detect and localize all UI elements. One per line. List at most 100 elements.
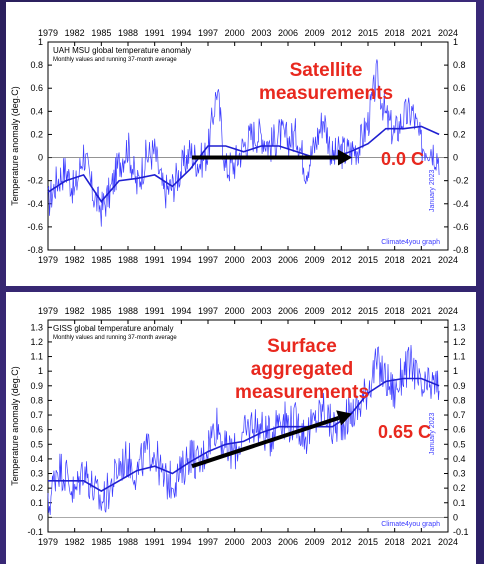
x-tick-label-top: 1982 <box>65 28 85 38</box>
y-tick-label-left: 0.2 <box>30 483 43 493</box>
x-tick-label-top: 2006 <box>278 306 298 316</box>
x-tick-label-top: 1991 <box>145 28 165 38</box>
y-tick-label-left: -0.1 <box>27 527 43 537</box>
x-tick-label-bottom: 1997 <box>198 255 218 265</box>
x-tick-label-top: 2018 <box>385 28 405 38</box>
series-running-mean-line <box>47 125 440 203</box>
series-running-mean-line <box>48 377 440 493</box>
x-tick-label-top: 2024 <box>438 28 458 38</box>
giss-chart-panel: 1979 1979 1982 1982 1985 1985 1988 1988 1991 1991… <box>6 292 476 564</box>
trend-arrow-head <box>338 149 352 166</box>
x-tick-label-bottom: 1979 <box>38 255 58 265</box>
x-tick-label-bottom: 2000 <box>225 255 245 265</box>
plot-frame <box>47 319 449 533</box>
x-tick-label-top: 2012 <box>331 306 351 316</box>
x-tick-label-top: 1991 <box>145 306 165 316</box>
x-tick-label-bottom: 1994 <box>171 537 191 547</box>
plot-frame <box>47 41 449 251</box>
y-tick-label-left: 0.5 <box>30 439 43 449</box>
y-tick-label-right: 0.8 <box>453 395 466 405</box>
x-tick-label-top: 2018 <box>385 306 405 316</box>
x-tick-label-top: 2021 <box>411 28 431 38</box>
x-tick-label-top: 2006 <box>278 28 298 38</box>
x-tick-label-bottom: 2015 <box>358 255 378 265</box>
x-tick-label-top: 1979 <box>38 306 58 316</box>
x-tick-label-top: 1985 <box>91 306 111 316</box>
x-tick-label-top: 2024 <box>438 306 458 316</box>
y-tick-label-right: 0.1 <box>453 498 466 508</box>
y-tick-label-right: 0.6 <box>453 83 466 93</box>
x-tick-label-bottom: 2003 <box>251 255 271 265</box>
y-tick-label-left: 0 <box>38 153 43 163</box>
y-tick-label-left: -0.6 <box>27 222 43 232</box>
y-tick-label-left: 0.6 <box>30 425 43 435</box>
x-tick-label-bottom: 2018 <box>385 255 405 265</box>
y-tick-label-left: 0.9 <box>30 381 43 391</box>
x-tick-label-top: 1988 <box>118 306 138 316</box>
x-tick-label-bottom: 1991 <box>145 255 165 265</box>
x-tick-label-top: 2012 <box>331 28 351 38</box>
x-tick-label-bottom: 1982 <box>65 255 85 265</box>
x-tick-label-top: 2000 <box>225 306 245 316</box>
x-tick-label-bottom: 1985 <box>91 255 111 265</box>
x-tick-label-bottom: 2021 <box>411 255 431 265</box>
trend-arrow-head <box>336 410 352 426</box>
y-tick-label-left: 0.6 <box>30 83 43 93</box>
x-tick-label-bottom: 1979 <box>38 537 58 547</box>
y-tick-label-left: 0.8 <box>30 60 43 70</box>
y-tick-label-left: 0.4 <box>30 454 43 464</box>
y-tick-label-right: 1 <box>453 366 458 376</box>
x-tick-label-top: 1979 <box>38 28 58 38</box>
x-tick-label-bottom: 2000 <box>225 537 245 547</box>
y-tick-label-right: 1 <box>453 37 458 47</box>
y-tick-label-right: 0.2 <box>453 483 466 493</box>
y-axis-label: Temperature anomaly (deg.C) <box>10 366 20 486</box>
x-tick-label-top: 2003 <box>251 306 271 316</box>
annotation-line1: Satellite <box>290 60 363 81</box>
y-tick-label-left: 0.4 <box>30 106 43 116</box>
x-tick-label-bottom: 1985 <box>91 537 111 547</box>
annotation-value: 0.0 C <box>381 149 424 169</box>
chart-title: GISS global temperature anomaly <box>53 324 174 333</box>
y-tick-label-right: 0 <box>453 153 458 163</box>
x-tick-label-top: 2015 <box>358 306 378 316</box>
y-tick-label-left: 0.7 <box>30 410 43 420</box>
x-tick-label-bottom: 2009 <box>305 537 325 547</box>
giss-chart: 1979 1979 1982 1982 1985 1985 1988 1988 1991 1991… <box>10 306 469 547</box>
y-tick-label-left: -0.4 <box>27 199 43 209</box>
x-tick-label-top: 1982 <box>65 306 85 316</box>
y-tick-label-left: 1 <box>38 366 43 376</box>
x-tick-label-bottom: 1988 <box>118 255 138 265</box>
y-tick-label-left: 0.1 <box>30 498 43 508</box>
y-tick-label-left: 0.3 <box>30 469 43 479</box>
date-note: January 2023 <box>429 412 436 455</box>
uah-chart: 1979 1979 1982 1982 1985 1985 1988 1988 1991 1991… <box>10 28 469 265</box>
chart-subtitle: Monthly values and running 37-month aver… <box>53 57 177 63</box>
uah-chart-panel: 1979 1979 1982 1982 1985 1985 1988 1988 1991 1991… <box>6 2 476 286</box>
y-tick-label-left: 0 <box>38 512 43 522</box>
y-tick-label-right: 0.2 <box>453 129 466 139</box>
series-monthly-line <box>47 59 440 227</box>
y-tick-label-right: -0.8 <box>453 245 469 255</box>
x-tick-label-bottom: 2012 <box>331 537 351 547</box>
chart-subtitle: Monthly values and running 37-month aver… <box>53 335 177 341</box>
x-tick-label-top: 2003 <box>251 28 271 38</box>
x-tick-label-top: 1985 <box>91 28 111 38</box>
y-tick-label-left: 0.8 <box>30 395 43 405</box>
x-tick-label-bottom: 2015 <box>358 537 378 547</box>
credit-label: Climate4you graph <box>381 239 440 246</box>
x-tick-label-top: 1988 <box>118 28 138 38</box>
x-tick-label-bottom: 2009 <box>305 255 325 265</box>
y-tick-label-right: 1.1 <box>453 352 466 362</box>
x-tick-label-top: 1997 <box>198 28 218 38</box>
x-tick-label-bottom: 2021 <box>411 537 431 547</box>
y-axis-label: Temperature anomaly (deg.C) <box>10 86 20 206</box>
y-tick-label-left: 1.2 <box>30 337 43 347</box>
y-tick-label-right: 0.5 <box>453 439 466 449</box>
y-tick-label-left: 1.1 <box>30 352 43 362</box>
x-tick-label-bottom: 2024 <box>438 255 458 265</box>
annotation-value: 0.65 C <box>378 422 431 442</box>
chart-title: UAH MSU global temperature anomaly <box>53 46 191 55</box>
x-tick-label-bottom: 2006 <box>278 537 298 547</box>
x-tick-label-bottom: 1991 <box>145 537 165 547</box>
